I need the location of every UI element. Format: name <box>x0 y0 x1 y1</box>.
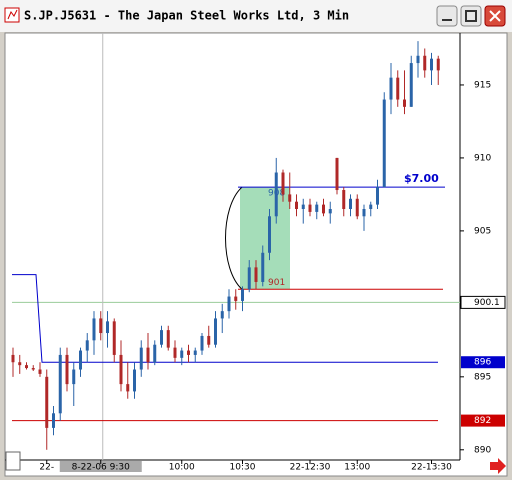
candle-body <box>119 354 123 385</box>
candle-body <box>112 321 116 355</box>
candle-body <box>65 354 69 385</box>
candle-body <box>436 58 440 71</box>
x-tick-label: 22- <box>39 463 54 473</box>
candle-body <box>301 204 305 209</box>
candle-body <box>18 362 22 366</box>
measure-band <box>240 187 290 290</box>
candle-body <box>207 335 211 345</box>
candle-body <box>369 204 373 209</box>
candle-body <box>99 318 103 334</box>
level-price-label: 896 <box>474 358 491 368</box>
candle-body <box>295 201 298 209</box>
candle-body <box>220 311 224 319</box>
candle-body <box>409 63 413 107</box>
candle-body <box>268 216 271 253</box>
candle-body <box>315 204 319 212</box>
candle-body <box>72 369 76 385</box>
y-tick-label: 890 <box>474 445 491 455</box>
maximize-button[interactable] <box>460 5 482 27</box>
candle-body <box>85 340 89 351</box>
candle-body <box>79 350 82 370</box>
candle-body <box>335 157 339 191</box>
candle-body <box>25 365 28 369</box>
candle-body <box>187 350 190 355</box>
crosshair-price-box <box>460 295 506 309</box>
window-title: S.JP.J5631 - The Japan Steel Works Ltd, … <box>24 9 349 23</box>
candle-body <box>247 267 251 290</box>
candle-body <box>133 369 136 392</box>
candle-body <box>382 99 386 188</box>
candle-body <box>261 252 265 282</box>
maximize-icon <box>465 10 477 22</box>
candle-body <box>146 347 150 363</box>
candle-body <box>416 55 420 64</box>
candle-body <box>153 344 157 363</box>
x-tick-label: 8-22-06 9:30 <box>72 463 130 473</box>
candle-body <box>38 369 42 374</box>
level-price-label: 892 <box>474 416 491 426</box>
y-tick-label: 915 <box>474 80 491 90</box>
title-bar <box>0 0 512 32</box>
measure-bracket <box>225 186 243 290</box>
candle-body <box>376 187 379 205</box>
x-tick-label: 10:00 <box>169 463 195 473</box>
candle-body <box>322 204 325 214</box>
candle-body <box>281 172 285 195</box>
level-price-box <box>461 356 505 369</box>
candle-body <box>227 296 231 312</box>
level-price-box <box>461 414 505 427</box>
candle-body <box>423 55 427 71</box>
measure-difference-label: $7.00 <box>404 172 439 185</box>
candle-body <box>126 384 130 392</box>
candle-body <box>200 335 204 351</box>
crosshair-price-label: 900.1 <box>474 298 500 308</box>
candle-body <box>355 198 359 217</box>
candle-body <box>308 204 312 212</box>
candle-body <box>328 208 332 214</box>
candle-body <box>288 194 292 202</box>
scroll-box[interactable] <box>5 451 21 471</box>
x-tick-label: 22-13:30 <box>411 463 452 473</box>
y-tick-label: 895 <box>474 372 491 382</box>
candle-body <box>52 413 55 428</box>
candle-body <box>254 267 258 282</box>
close-icon <box>489 10 501 22</box>
candle-body <box>31 368 35 370</box>
y-tick-label: 905 <box>474 226 491 236</box>
x-tick-label: 13:00 <box>344 463 370 473</box>
level-step-line <box>12 274 438 363</box>
candle-body <box>11 354 15 363</box>
candle-body <box>349 198 352 209</box>
candle-body <box>362 208 366 217</box>
y-tick-label: 910 <box>474 153 491 163</box>
scroll-right-arrow[interactable] <box>490 458 506 474</box>
candle-body <box>160 330 163 345</box>
candle-body <box>58 354 62 414</box>
candle-body <box>241 289 244 301</box>
candle-body <box>180 350 184 358</box>
app-icon-glyph <box>7 9 18 20</box>
candle-body <box>45 376 49 428</box>
x-tick-label: 10:30 <box>230 463 256 473</box>
candle-body <box>166 330 170 348</box>
candle-body <box>403 99 406 107</box>
minimize-button[interactable] <box>436 5 458 27</box>
candle-body <box>396 77 400 100</box>
candle-body <box>214 318 217 345</box>
candle-body <box>92 318 96 341</box>
candle-body <box>342 190 346 209</box>
crosshair-time-box <box>59 461 142 472</box>
measure-bottom-label: 901 <box>268 278 285 288</box>
x-tick-label: 22-12:30 <box>290 463 331 473</box>
candle-body <box>193 350 197 355</box>
candle-body <box>234 296 238 301</box>
candle-body <box>274 172 278 217</box>
candle-body <box>106 321 109 334</box>
candle-body <box>430 58 433 71</box>
candle-body <box>389 77 393 100</box>
candle-body <box>139 347 143 370</box>
candle-body <box>173 347 177 358</box>
